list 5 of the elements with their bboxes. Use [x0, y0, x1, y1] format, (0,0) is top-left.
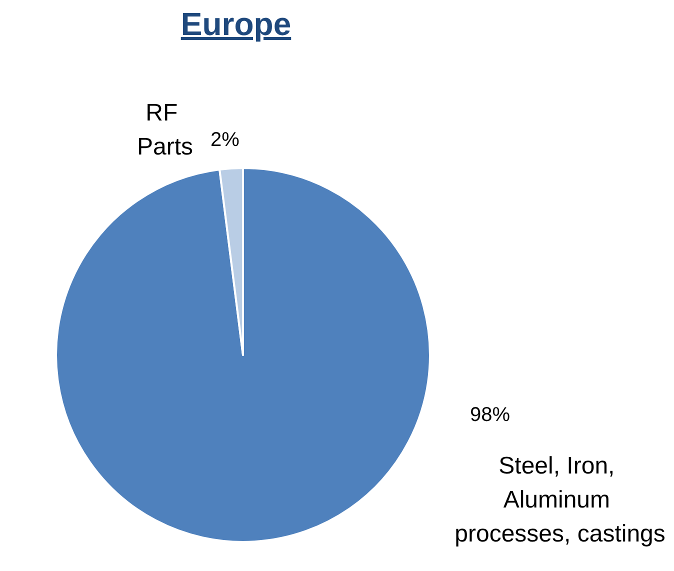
data-label: 98% — [470, 404, 510, 426]
slice-label: Steel, Iron, Aluminum processes, castings — [454, 452, 666, 548]
slice-label: RF Parts — [136, 100, 194, 160]
data-label: 2% — [210, 129, 240, 151]
chart-title: Europe — [180, 6, 292, 43]
